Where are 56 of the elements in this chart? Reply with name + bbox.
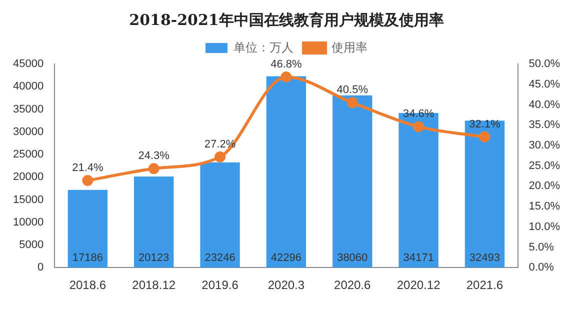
y2-tick-label: 10.0% bbox=[528, 220, 560, 233]
data-label: 21.4% bbox=[72, 162, 104, 174]
y-tick-label: 15000 bbox=[12, 194, 44, 206]
bar bbox=[200, 162, 240, 268]
point bbox=[280, 72, 292, 83]
bar bbox=[68, 190, 108, 268]
bar bbox=[464, 120, 505, 268]
y-tick-label: 25000 bbox=[12, 148, 44, 161]
y-tick-label: 10000 bbox=[12, 216, 44, 228]
y2-tick-label: 45.0% bbox=[528, 78, 560, 90]
legend-label: 单位：万人 bbox=[234, 40, 294, 54]
data-label: 17186 bbox=[72, 252, 103, 264]
y-tick-label: 30000 bbox=[12, 126, 44, 138]
data-label: 32.1% bbox=[469, 118, 501, 130]
bar bbox=[266, 76, 306, 268]
data-label: 38060 bbox=[337, 252, 368, 264]
data-label: 32493 bbox=[469, 252, 500, 264]
y-tick-label: 40000 bbox=[12, 80, 44, 93]
point bbox=[346, 97, 358, 108]
x-tick-label: 2018.12 bbox=[132, 278, 176, 292]
x-tick-label: 2019.6 bbox=[202, 278, 239, 292]
y2-tick-label: 25.0% bbox=[528, 160, 560, 172]
y-tick-label: 20000 bbox=[12, 171, 44, 184]
legend-label: 使用率 bbox=[332, 40, 368, 54]
y-tick-label: 0 bbox=[37, 262, 44, 274]
y2-tick-label: 20.0% bbox=[528, 180, 560, 192]
data-label: 46.8% bbox=[270, 58, 302, 71]
x-tick-label: 2018.6 bbox=[69, 278, 106, 292]
y-tick-label: 5000 bbox=[19, 239, 44, 252]
chart-title: 2018-2021年中国在线教育用户规模及使用率 bbox=[129, 10, 444, 29]
bar bbox=[332, 95, 372, 268]
point bbox=[82, 174, 94, 186]
y2-tick-label: 5.0% bbox=[528, 241, 554, 254]
point bbox=[214, 151, 226, 162]
y2-tick-label: 40.0% bbox=[528, 98, 560, 111]
y2-tick-label: 15.0% bbox=[528, 200, 560, 213]
data-label: 20123 bbox=[138, 252, 170, 264]
x-tick-label: 2020.12 bbox=[396, 278, 441, 292]
y-tick-label: 35000 bbox=[12, 103, 44, 116]
data-label: 24.3% bbox=[138, 150, 170, 162]
x-tick-label: 2020.6 bbox=[334, 278, 372, 292]
point bbox=[479, 131, 490, 142]
data-label: 23246 bbox=[204, 252, 236, 264]
data-label: 42296 bbox=[270, 252, 302, 264]
point bbox=[413, 121, 424, 132]
point bbox=[148, 163, 160, 174]
x-tick-label: 2021.6 bbox=[466, 278, 504, 292]
y2-tick-label: 35.0% bbox=[528, 119, 560, 132]
data-label: 40.5% bbox=[336, 84, 368, 96]
y2-tick-label: 30.0% bbox=[528, 139, 560, 152]
y2-tick-label: 0.0% bbox=[528, 262, 554, 274]
data-label: 34171 bbox=[403, 252, 434, 264]
y2-tick-label: 50.0% bbox=[528, 58, 560, 70]
x-tick-label: 2020.3 bbox=[268, 278, 305, 292]
bar bbox=[134, 176, 174, 268]
y-tick-label: 45000 bbox=[12, 58, 44, 70]
